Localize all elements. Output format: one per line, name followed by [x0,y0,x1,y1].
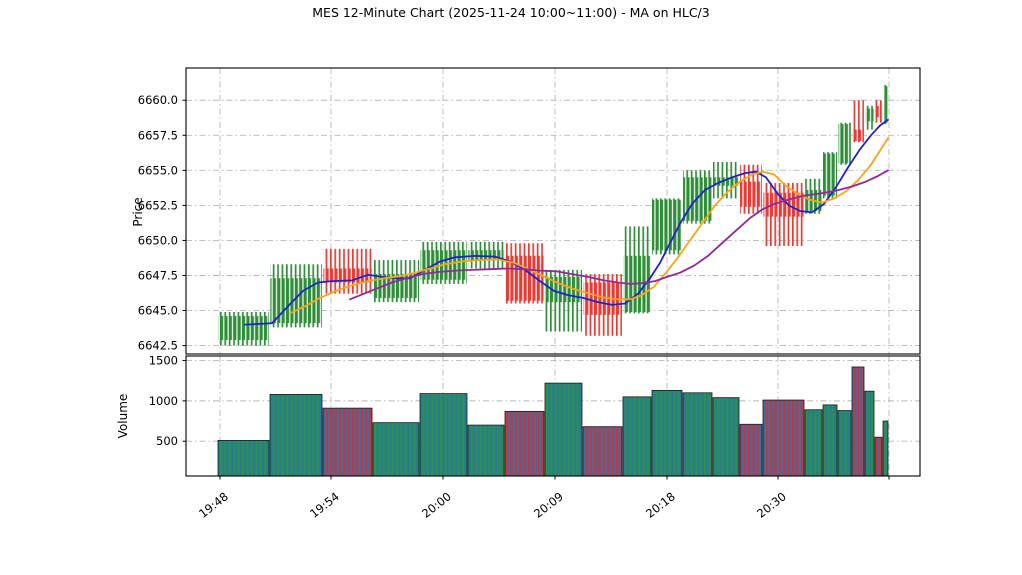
candle-down [763,182,804,247]
volume-bar-up [682,392,713,477]
price-tick-label: 6647.5 [138,268,178,282]
price-tick-label: 6652.5 [138,198,178,212]
price-tick-label: 6650.0 [138,233,178,247]
volume-tick-label: 500 [156,434,178,448]
time-tick-label: 20:18 [643,489,678,520]
volume-bar-down [322,407,373,477]
volume-bar-up [651,389,683,477]
volume-bars [217,366,889,477]
time-tick-label: 19:48 [196,489,231,520]
volume-bar-up [822,404,838,477]
volume-bar-up [882,420,889,477]
candle-down [875,100,882,123]
panel-spine [185,67,921,355]
volume-bar-up [804,409,823,477]
candle-down [852,100,864,143]
candle-up [883,84,888,125]
panel-spine [185,355,921,477]
price-tick-label: 6642.5 [138,339,178,353]
volume-bar-up [712,397,740,477]
chart-title: MES 12-Minute Chart (2025-11-24 10:00~11… [312,5,710,20]
volume-bar-down [762,399,805,477]
candle-up [805,178,822,214]
price-tick-label: 6655.0 [138,163,178,177]
volume-bar-up [419,393,468,477]
candle-up [623,226,651,314]
candle-up [838,122,851,165]
price-tick-label: 6645.0 [138,304,178,318]
time-tick-label: 20:09 [531,489,566,520]
volume-bar-up [544,382,583,477]
volume-bar-up [372,422,420,477]
volume-bar-up [217,440,270,477]
time-tick-label: 19:54 [307,489,342,520]
volume-axis-label: Volume [116,393,130,439]
volume-bar-down [739,423,763,477]
candle-up [823,152,837,199]
candle-down [740,164,762,214]
time-tick-label: 20:30 [754,489,789,520]
candle-up [652,198,682,255]
volume-bar-up [269,394,323,477]
volume-bar-up [837,410,852,477]
volume-tick-label: 1500 [149,354,178,368]
volume-bar-up [864,390,875,477]
candle-up [865,105,874,130]
volume-bar-down [504,410,545,477]
ma-mid [289,137,889,315]
volume-tick-label: 1000 [149,394,178,408]
price-tick-label: 6657.5 [138,128,178,142]
time-tick-label: 20:00 [419,489,454,520]
ma-slow [349,169,889,301]
volume-bar-up [622,396,652,477]
ma-fast [244,119,889,326]
candle-up [270,264,322,328]
candles [218,84,888,346]
volume-bar-down [851,366,865,477]
price-tick-label: 6660.0 [138,93,178,107]
volume-bar-up [467,424,505,477]
candle-up [420,241,467,284]
volume-bar-down [582,426,623,477]
candle-up [218,311,269,346]
volume-bar-down [874,436,883,477]
price-axis-label: Price [131,197,145,227]
